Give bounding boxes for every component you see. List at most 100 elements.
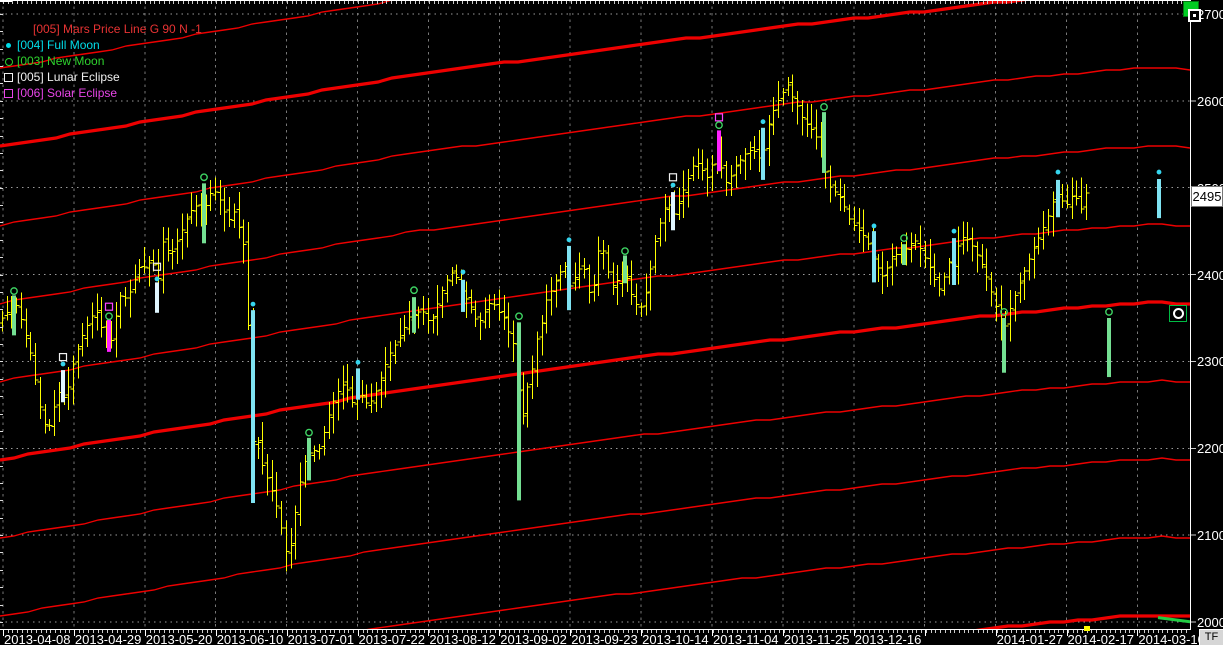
- moon-ring-icon: [1173, 308, 1184, 319]
- date-axis-label: 2013-09-23: [571, 632, 638, 645]
- top-left-border-chip: [0, 0, 12, 2]
- new-moon-bar: [1107, 318, 1111, 378]
- new-moon-bar: [822, 112, 826, 173]
- price-axis-label: 2300: [1197, 354, 1223, 370]
- price-axis-label: 2000: [1197, 615, 1223, 630]
- new-moon-circle-icon: [820, 103, 828, 111]
- legend-label: [004] Full Moon: [17, 38, 100, 52]
- date-axis-label: 2013-09-02: [500, 632, 567, 645]
- date-axis-label: 2014-03-10: [1138, 632, 1205, 645]
- full-moon-dot-icon: [760, 119, 766, 125]
- date-axis-label: 2013-06-10: [216, 632, 284, 645]
- full-moon-dot-icon: [250, 301, 256, 307]
- solar-eclipse-square-icon: [714, 113, 724, 122]
- price-axis-label: 2200: [1197, 441, 1223, 457]
- full-moon-dot-icon: [60, 361, 66, 367]
- solar-eclipse-bar: [107, 319, 111, 352]
- price-axis-label: 2700: [1197, 7, 1223, 22]
- new-moon-circle-icon: [621, 247, 629, 256]
- mars-price-line: [0, 379, 1190, 539]
- new-moon-bar: [12, 295, 16, 336]
- full-moon-icon: [6, 43, 11, 48]
- new-moon-circle-icon: [410, 286, 418, 295]
- mars-price-line: [0, 0, 397, 69]
- full-moon-bar: [567, 245, 571, 311]
- new-moon-circle-icon: [200, 173, 208, 182]
- full-moon-dot-icon: [355, 359, 361, 365]
- mars-price-line: [0, 67, 1190, 227]
- new-moon-icon: [5, 58, 13, 66]
- legend-label: [005] Mars Price Line G 90 N -1: [33, 22, 202, 36]
- new-moon-circle-icon: [1105, 308, 1113, 316]
- date-axis-label: 2013-08-12: [429, 632, 496, 645]
- mars-price-line-thick: [0, 0, 1034, 148]
- full-moon-bar: [251, 310, 255, 504]
- solar-eclipse-square-icon: [104, 302, 114, 311]
- mars-price-line-thick: [0, 300, 1190, 462]
- full-moon-bar: [1157, 179, 1161, 219]
- new-moon-bar: [517, 322, 521, 501]
- price-axis-label: 2400: [1197, 267, 1223, 283]
- full-moon-bar: [761, 127, 765, 180]
- new-moon-circle-icon: [305, 428, 313, 437]
- new-moon-bar: [623, 255, 627, 284]
- date-axis-label: 2013-10-14: [642, 632, 709, 645]
- mars-price-line: [0, 145, 1190, 305]
- date-axis-label: 2014-02-17: [1067, 632, 1135, 645]
- date-axis-label: 2013-11-25: [783, 632, 850, 645]
- timeframe-button[interactable]: TF: [1199, 629, 1223, 645]
- legend-label: [005] Lunar Eclipse: [17, 70, 120, 84]
- new-moon-circle-icon: [10, 287, 18, 295]
- full-moon-dot-icon: [670, 182, 676, 188]
- plot-area[interactable]: [0, 0, 1192, 645]
- full-moon-bar: [952, 238, 956, 285]
- new-moon-circle-icon: [105, 312, 113, 321]
- lunar-eclipse-square-icon: [152, 262, 162, 271]
- full-moon-dot-icon: [871, 223, 877, 229]
- new-moon-bar: [412, 297, 416, 333]
- mars-price-line: [0, 457, 1190, 617]
- new-moon-circle-icon: [1000, 308, 1008, 316]
- full-moon-bar: [1056, 179, 1060, 218]
- full-moon-bar: [872, 231, 876, 283]
- new-moon-bar: [307, 437, 311, 481]
- scale-marker-white-square[interactable]: [1188, 9, 1201, 22]
- last-price-badge: 2495: [1191, 186, 1223, 207]
- full-moon-dot-icon: [1055, 169, 1061, 175]
- new-moon-circle-icon: [515, 312, 523, 321]
- price-axis-label: 2600: [1197, 93, 1223, 109]
- date-axis-label: 2013-05-20: [145, 632, 213, 645]
- full-moon-dot-icon: [460, 269, 466, 275]
- new-moon-bar: [202, 183, 206, 244]
- date-axis-label: 2013-07-22: [358, 632, 426, 645]
- new-moon-bar: [1002, 318, 1006, 373]
- lunar-eclipse-icon: [4, 73, 13, 82]
- date-axis-label: 2013-11-04: [713, 632, 779, 645]
- new-moon-circle-icon: [715, 121, 723, 130]
- full-moon-dot-icon: [154, 276, 160, 282]
- green-price-line: [1157, 616, 1190, 624]
- next-new-moon-scale-marker[interactable]: [1169, 305, 1187, 322]
- mars-price-line-thick: [968, 614, 1190, 630]
- date-axis-label: 2013-04-29: [74, 632, 142, 645]
- full-moon-dot-icon: [1156, 169, 1162, 175]
- mars-price-line: [361, 535, 1190, 630]
- lunar-eclipse-bar: [155, 282, 159, 313]
- legend-label: [003] New Moon: [17, 54, 105, 68]
- lunar-eclipse-square-icon: [58, 352, 68, 362]
- time-axis-yellow-marker: [1084, 626, 1090, 631]
- solar-eclipse-icon: [4, 89, 13, 98]
- full-moon-dot-icon: [566, 237, 572, 243]
- new-moon-circle-icon: [900, 234, 908, 242]
- price-axis-label: 2100: [1197, 528, 1223, 544]
- date-axis-label: 2013-07-01: [287, 632, 355, 645]
- full-moon-dot-icon: [951, 228, 957, 234]
- date-axis-label: 2014-01-27: [996, 632, 1064, 645]
- full-moon-bar: [356, 368, 360, 400]
- lunar-eclipse-bar: [671, 192, 675, 231]
- mars-price-line: [0, 223, 1190, 383]
- full-moon-bar: [461, 279, 465, 312]
- date-axis-label: 2013-12-16: [854, 632, 922, 645]
